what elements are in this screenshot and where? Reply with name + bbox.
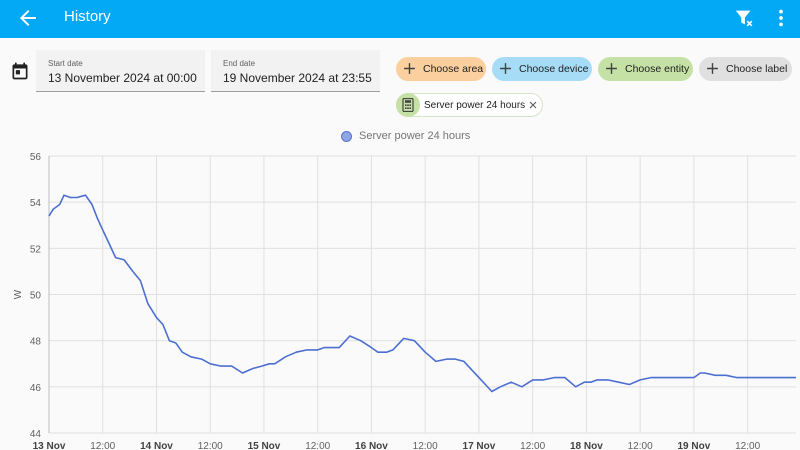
legend-swatch	[341, 131, 352, 142]
end-date-field[interactable]: End date 19 November 2024 at 23:55	[211, 50, 380, 92]
calculator-icon	[402, 98, 414, 112]
choose-label-chip[interactable]: Choose label	[699, 57, 792, 81]
series-line-0	[48, 194, 796, 393]
calendar-icon[interactable]	[10, 61, 30, 81]
x-tick-label-8: 17 Nov	[463, 441, 496, 450]
page-title: History	[64, 8, 111, 25]
x-tick-label-12: 19 Nov	[677, 441, 710, 450]
x-tick-label-6: 16 Nov	[355, 441, 388, 450]
y-tick-label-0: 44	[30, 429, 42, 440]
choose-area-label: Choose area	[423, 63, 484, 75]
choose-entity-label: Choose entity	[625, 63, 690, 75]
x-tick-label-3: 12:00	[198, 441, 223, 450]
start-date-label: Start date	[48, 59, 83, 68]
choose-label-label: Choose label	[726, 63, 788, 75]
start-date-value: 13 November 2024 at 00:00	[48, 71, 197, 85]
history-line-chart[interactable]: 44 46 48 50 52 54 56 13 Nov 12:00 14 Nov 12:00 15 N…	[0, 145, 800, 450]
plus-icon	[707, 63, 718, 74]
y-axis-label: W	[13, 289, 24, 299]
x-tick-label-7: 12:00	[413, 441, 438, 450]
selected-entity-label: Server power 24 hours	[424, 100, 526, 111]
top-app-bar: History	[0, 0, 800, 38]
x-tick-label-2: 14 Nov	[140, 441, 173, 450]
dots-vertical-icon[interactable]	[770, 7, 792, 29]
choose-area-chip[interactable]: Choose area	[396, 57, 486, 81]
x-tick-label-4: 15 Nov	[248, 441, 281, 450]
end-date-label: End date	[223, 59, 256, 68]
y-tick-label-3: 50	[30, 291, 42, 302]
x-tick-label-11: 12:00	[628, 441, 653, 450]
arrow-left-icon[interactable]	[16, 6, 40, 30]
y-tick-label-6: 56	[30, 152, 42, 163]
x-tick-label-10: 18 Nov	[570, 441, 603, 450]
y-tick-label-4: 52	[30, 244, 42, 255]
close-icon[interactable]	[528, 100, 538, 110]
x-tick-label-13: 12:00	[735, 441, 760, 450]
y-tick-label-2: 48	[30, 337, 42, 348]
y-tick-label-1: 46	[30, 383, 42, 394]
end-date-value: 19 November 2024 at 23:55	[223, 71, 372, 85]
x-tick-label-9: 12:00	[520, 441, 545, 450]
entity-icon-badge	[396, 93, 420, 117]
x-tick-label-1: 12:00	[90, 441, 115, 450]
x-tick-label-5: 12:00	[305, 441, 330, 450]
plus-icon	[606, 63, 617, 74]
legend-label: Server power 24 hours	[359, 130, 471, 142]
y-tick-label-5: 54	[30, 198, 42, 209]
plus-icon	[404, 63, 415, 74]
choose-device-chip[interactable]: Choose device	[492, 57, 592, 81]
selected-entity-chip[interactable]: Server power 24 hours	[396, 93, 543, 117]
choose-entity-chip[interactable]: Choose entity	[598, 57, 693, 81]
plus-icon	[500, 63, 511, 74]
choose-device-label: Choose device	[519, 63, 589, 75]
start-date-field[interactable]: Start date 13 November 2024 at 00:00	[36, 50, 205, 92]
filter-remove-icon[interactable]	[733, 7, 755, 29]
x-tick-label-0: 13 Nov	[33, 441, 66, 450]
